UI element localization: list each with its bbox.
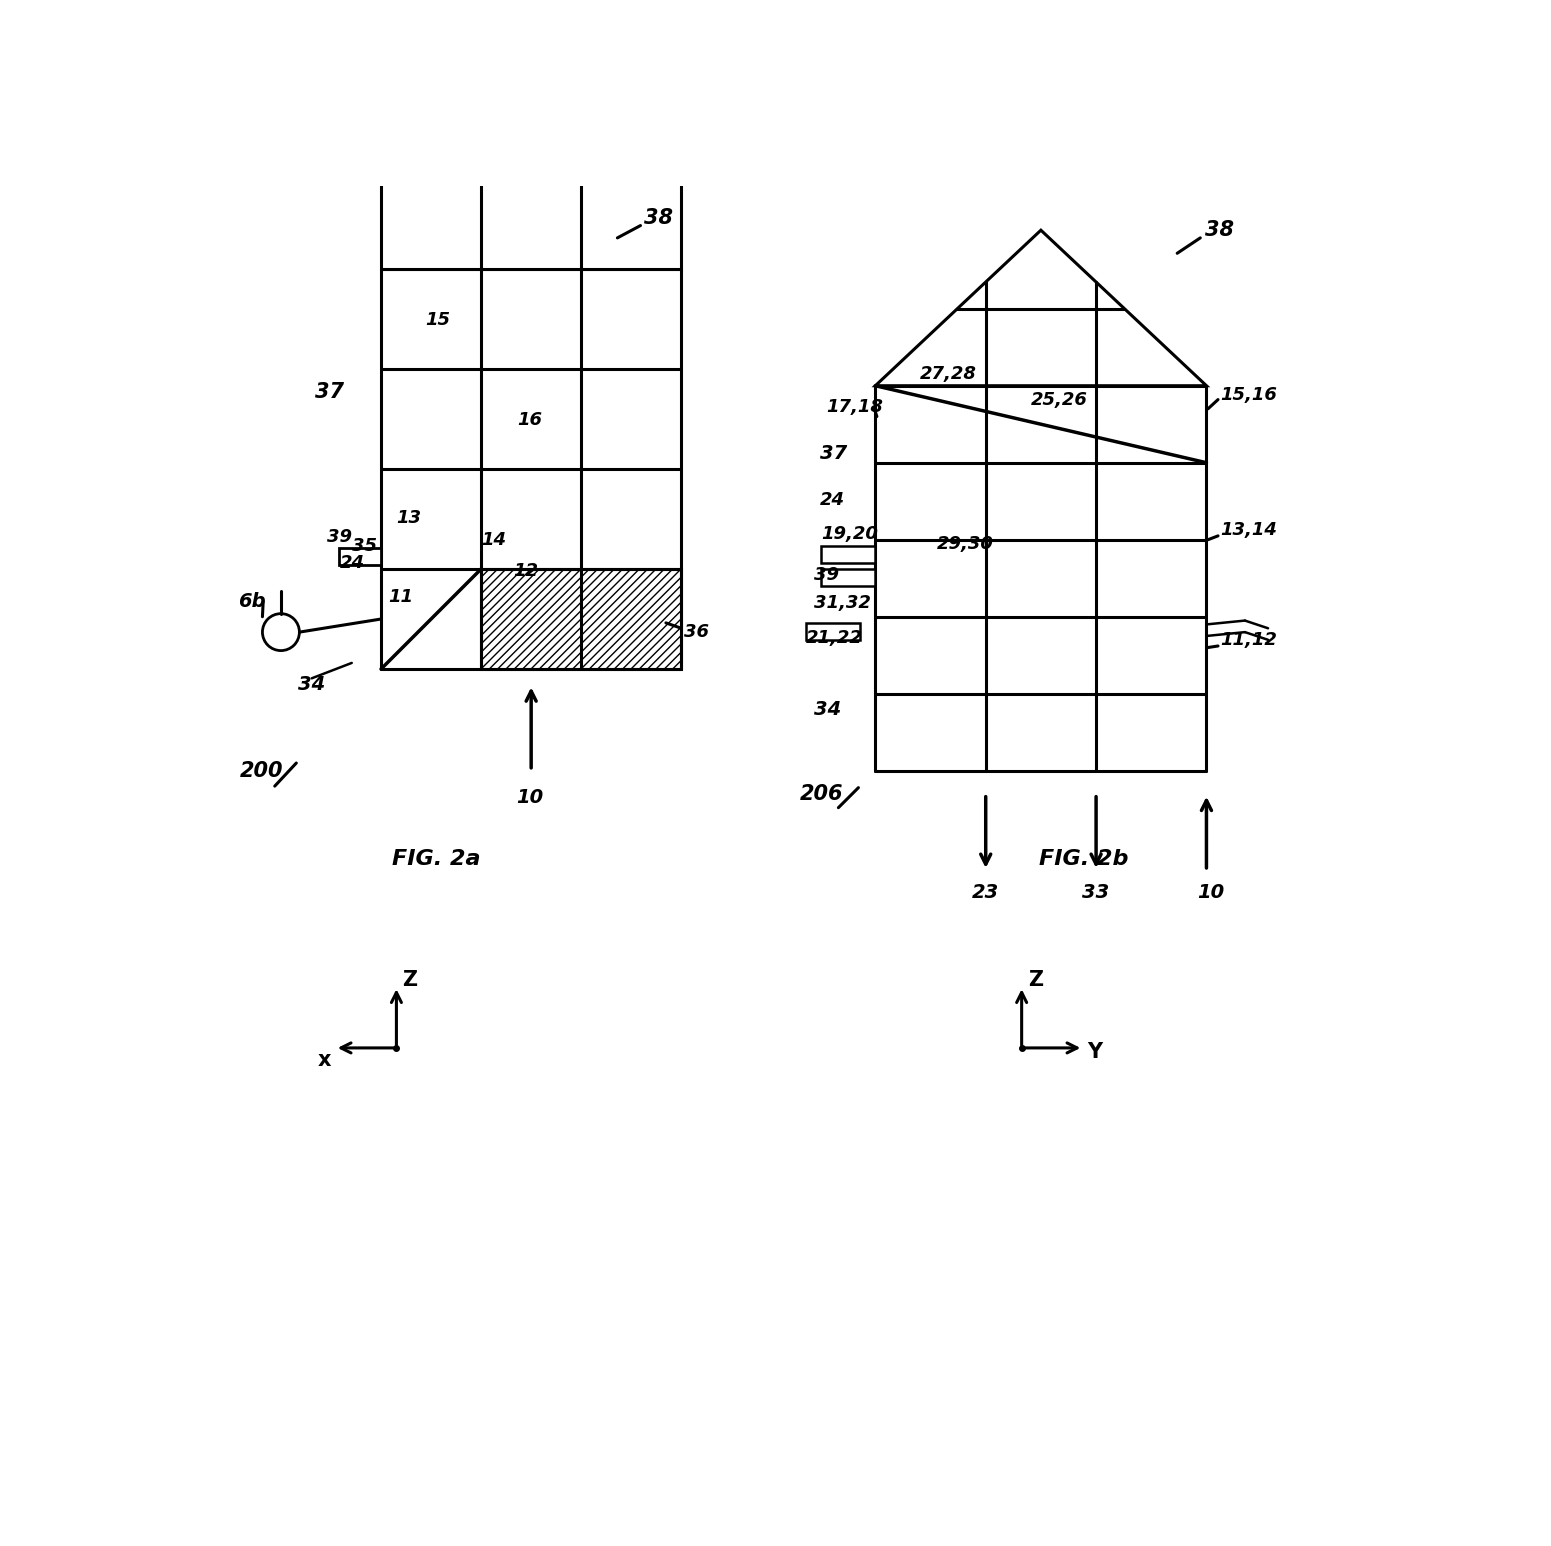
Text: x: x xyxy=(318,1050,332,1070)
Bar xyxy=(822,569,875,586)
Text: 14: 14 xyxy=(481,530,506,549)
Text: 38: 38 xyxy=(644,207,673,227)
Text: 17,18: 17,18 xyxy=(827,399,883,416)
Text: 23: 23 xyxy=(972,883,999,901)
Text: 24: 24 xyxy=(340,553,364,572)
Text: Z: Z xyxy=(403,971,417,989)
Text: 37: 37 xyxy=(820,444,847,462)
Text: 36: 36 xyxy=(684,623,709,642)
Text: 24: 24 xyxy=(820,490,845,509)
Bar xyxy=(338,549,382,566)
Text: 19,20: 19,20 xyxy=(822,524,878,543)
Text: 33: 33 xyxy=(1083,883,1109,901)
Text: Z: Z xyxy=(1028,971,1042,989)
Text: 34: 34 xyxy=(298,676,326,694)
Text: Y: Y xyxy=(1087,1042,1103,1062)
Text: 13,14: 13,14 xyxy=(1221,521,1276,540)
Text: 38: 38 xyxy=(1205,220,1235,240)
Text: 37: 37 xyxy=(315,382,344,402)
Text: 200: 200 xyxy=(240,761,284,781)
Text: 29,30: 29,30 xyxy=(937,535,994,552)
Bar xyxy=(822,546,875,563)
Text: 11,12: 11,12 xyxy=(1221,631,1276,649)
Text: 39: 39 xyxy=(814,566,839,584)
Text: 16: 16 xyxy=(518,411,543,430)
Text: 39: 39 xyxy=(327,527,352,546)
Text: 13: 13 xyxy=(397,509,422,527)
Bar xyxy=(481,569,681,669)
Text: FIG. 2a: FIG. 2a xyxy=(392,849,481,869)
Bar xyxy=(382,181,681,269)
Text: 206: 206 xyxy=(800,784,844,804)
Text: 27,28: 27,28 xyxy=(920,365,977,383)
Text: 10: 10 xyxy=(1197,883,1224,901)
Text: 31,32: 31,32 xyxy=(814,594,870,612)
Bar xyxy=(807,623,859,640)
Text: FIG. 2b: FIG. 2b xyxy=(1039,849,1128,869)
Text: 12: 12 xyxy=(513,561,538,580)
Text: 25,26: 25,26 xyxy=(1031,391,1087,408)
Text: 34: 34 xyxy=(814,700,841,719)
Text: 15: 15 xyxy=(425,311,450,329)
Text: 15,16: 15,16 xyxy=(1221,386,1276,404)
Text: 10: 10 xyxy=(516,788,543,807)
Text: 21,22: 21,22 xyxy=(807,629,862,648)
Text: 6b: 6b xyxy=(237,592,265,611)
Text: 35: 35 xyxy=(352,536,377,555)
Text: 11: 11 xyxy=(389,589,414,606)
